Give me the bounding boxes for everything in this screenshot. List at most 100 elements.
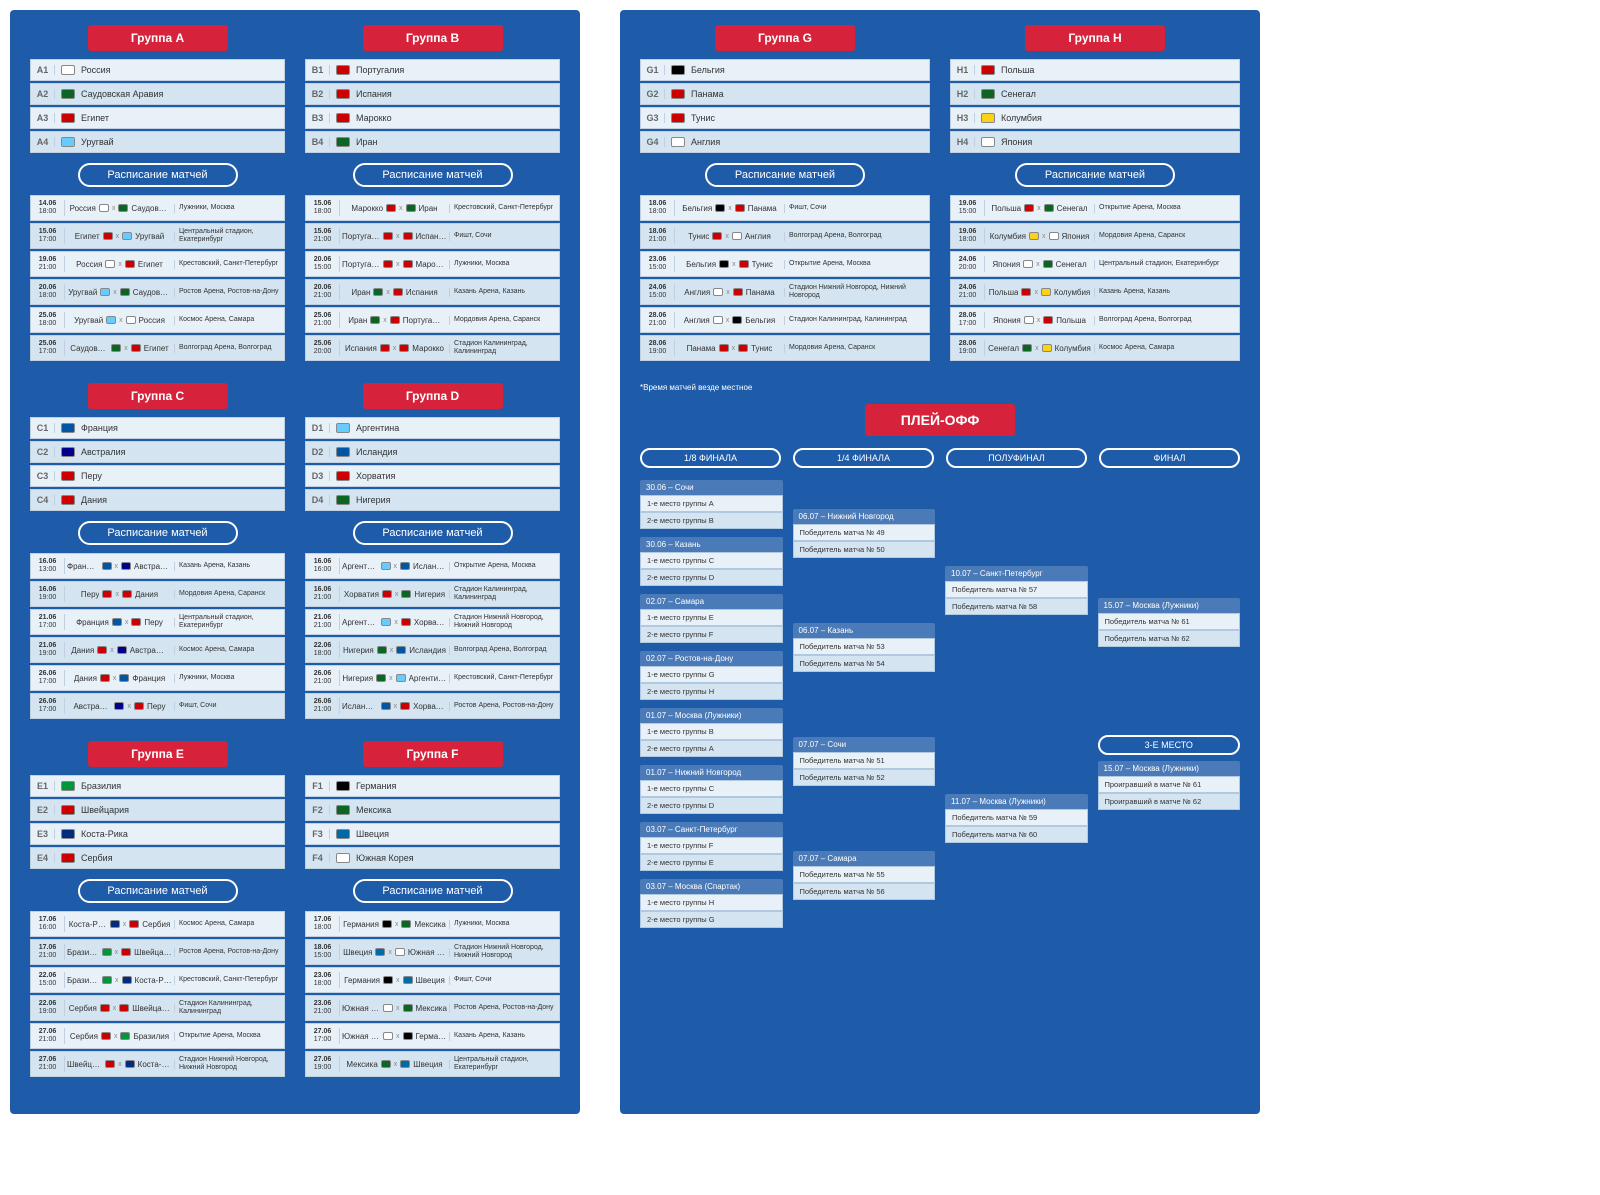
bracket-box: 02.07 – Самара 1-е место группы E 2-е ме… (640, 594, 783, 643)
team-row: H3 Колумбия (950, 107, 1240, 129)
match-date: 15.0621:00 (306, 228, 340, 243)
bracket-match-title: 30.06 – Сочи (640, 480, 783, 495)
match-venue: Фишт, Сочи (785, 204, 929, 212)
flag-icon (125, 1060, 135, 1068)
flag-icon (336, 65, 350, 75)
flag-icon (61, 471, 75, 481)
flag-icon (336, 495, 350, 505)
match-venue: Стадион Нижний Новгород, Нижний Новгород (785, 284, 929, 299)
match-row: 18.0618:00 БельгияxПанама Фишт, Сочи (640, 195, 930, 221)
team-name: Перу (81, 471, 284, 481)
match-teams: ИранxПортугалия (340, 316, 450, 325)
bracket-box: 30.06 – Сочи 1-е место группы A 2-е мест… (640, 480, 783, 529)
flag-icon (134, 702, 144, 710)
team-row: B4 Иран (305, 131, 560, 153)
flag-icon (738, 344, 748, 352)
match-teams: ЯпонияxПольша (985, 316, 1095, 325)
bracket-match-title: 03.07 – Санкт-Петербург (640, 822, 783, 837)
team-row: B2 Испания (305, 83, 560, 105)
team-row: A3 Египет (30, 107, 285, 129)
team-row: G3 Тунис (640, 107, 930, 129)
match-date: 17.0616:00 (31, 916, 65, 931)
match-list: 16.0613:00 ФранцияxАвстралия Казань Арен… (30, 553, 285, 719)
match-venue: Ростов Арена, Ростов-на-Дону (175, 948, 284, 956)
match-date: 19.0618:00 (951, 228, 985, 243)
flag-icon (118, 204, 128, 212)
flag-icon (383, 1004, 393, 1012)
match-venue: Ростов Арена, Ростов-на-Дону (450, 702, 559, 710)
match-date: 28.0621:00 (641, 312, 675, 327)
match-row: 27.0619:00 МексикаxШвеция Центральный ст… (305, 1051, 560, 1077)
match-date: 23.0621:00 (306, 1000, 340, 1015)
bracket-slot: Победитель матча № 57 (945, 581, 1088, 598)
flag-icon (370, 316, 380, 324)
bracket-col-sf: 10.07 – Санкт-Петербург Победитель матча… (945, 480, 1088, 936)
match-date: 19.0615:00 (951, 200, 985, 215)
match-teams: НигерияxИсландия (340, 646, 450, 655)
match-row: 25.0620:00 ИспанияxМарокко Стадион Калин… (305, 335, 560, 361)
schedule-header: Расписание матчей (353, 879, 513, 903)
flag-icon (403, 1004, 413, 1012)
main-container: Группа A A1 Россия A2 Саудовская Аравия … (0, 0, 1600, 1124)
flag-icon (61, 89, 75, 99)
match-venue: Фишт, Сочи (450, 976, 559, 984)
group-column: Группа B B1 Португалия B2 Испания B3 Мар… (305, 25, 560, 363)
flag-icon (1029, 232, 1039, 240)
flag-icon (97, 646, 107, 654)
match-date: 26.0617:00 (31, 698, 65, 713)
match-date: 17.0621:00 (31, 944, 65, 959)
bracket-slot: 2-е место группы D (640, 569, 783, 586)
flag-icon (671, 89, 685, 99)
match-row: 27.0617:00 Южная КореяxГермания Казань А… (305, 1023, 560, 1049)
team-list: E1 Бразилия E2 Швейцария E3 Коста-Рика E… (30, 775, 285, 869)
match-teams: МексикаxШвеция (340, 1060, 450, 1069)
flag-icon (671, 65, 685, 75)
team-row: D3 Хорватия (305, 465, 560, 487)
flag-icon (103, 232, 113, 240)
match-venue: Центральный стадион, Екатеринбург (1095, 260, 1239, 268)
flag-icon (121, 948, 131, 956)
flag-icon (383, 1032, 393, 1040)
team-code: H3 (951, 113, 975, 123)
team-row: H2 Сенегал (950, 83, 1240, 105)
flag-icon (336, 89, 350, 99)
match-row: 20.0618:00 УругвайxСаудовская Аравия Рос… (30, 279, 285, 305)
flag-icon (401, 920, 411, 928)
match-date: 18.0615:00 (306, 944, 340, 959)
team-row: E1 Бразилия (30, 775, 285, 797)
flag-icon (719, 344, 729, 352)
flag-icon (403, 232, 413, 240)
group-header: Группа E (88, 741, 228, 767)
match-teams: ПортугалияxМарокко (340, 260, 450, 269)
team-name: Коста-Рика (81, 829, 284, 839)
match-list: 15.0618:00 МароккоxИран Крестовский, Сан… (305, 195, 560, 361)
match-row: 26.0621:00 НигерияxАргентина Крестовский… (305, 665, 560, 691)
team-row: F3 Швеция (305, 823, 560, 845)
flag-icon (117, 646, 127, 654)
team-code: C3 (31, 471, 55, 481)
bracket-slot: 1-е место группы A (640, 495, 783, 512)
bracket-box: 15.07 – Москва (Лужники) Проигравший в м… (1098, 761, 1241, 810)
flag-icon (336, 113, 350, 123)
match-venue: Космос Арена, Самара (175, 920, 284, 928)
match-date: 27.0621:00 (31, 1028, 65, 1043)
match-date: 20.0618:00 (31, 284, 65, 299)
flag-icon (383, 260, 393, 268)
match-venue: Мордовия Арена, Саранск (785, 344, 929, 352)
match-teams: СенегалxКолумбия (985, 344, 1095, 353)
flag-icon (390, 316, 400, 324)
team-name: Колумбия (1001, 113, 1239, 123)
team-row: B3 Марокко (305, 107, 560, 129)
match-venue: Космос Арена, Самара (175, 316, 284, 324)
match-venue: Ростов Арена, Ростов-на-Дону (175, 288, 284, 296)
team-code: H2 (951, 89, 975, 99)
bracket-match-title: 06.07 – Казань (793, 623, 936, 638)
group-column: Группа F F1 Германия F2 Мексика F3 Швеци… (305, 741, 560, 1079)
flag-icon (1043, 316, 1053, 324)
flag-icon (105, 260, 115, 268)
team-code: B3 (306, 113, 330, 123)
bracket-slot: Победитель матча № 61 (1098, 613, 1241, 630)
match-teams: ШвецияxЮжная Корея (340, 948, 450, 957)
match-date: 21.0621:00 (306, 614, 340, 629)
match-date: 28.0619:00 (951, 340, 985, 355)
